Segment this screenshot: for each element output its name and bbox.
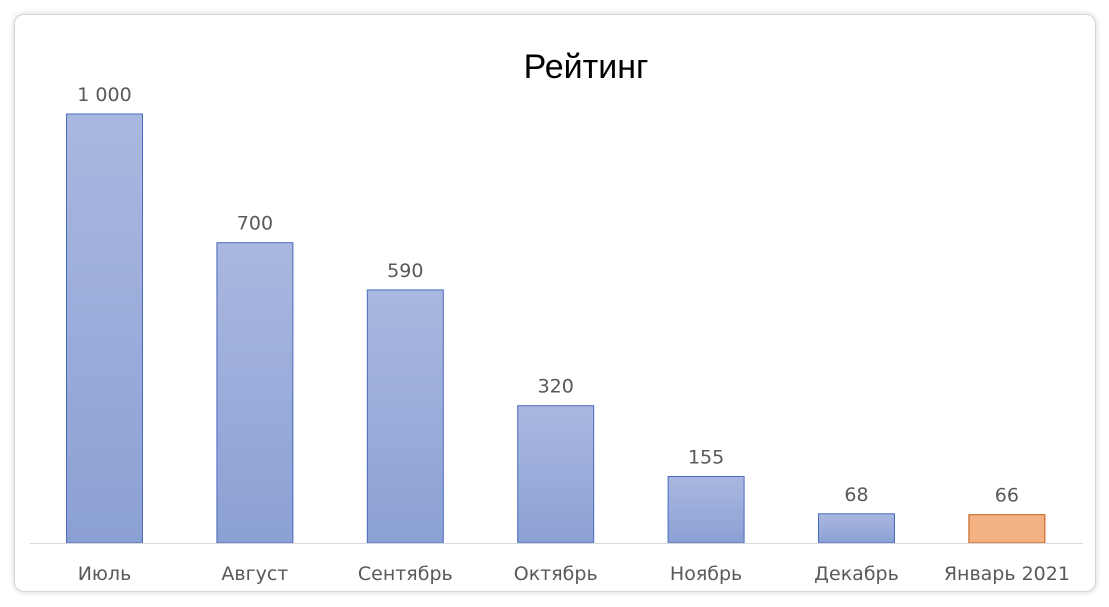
category-label-3: Сентябрь — [358, 563, 453, 585]
value-label-2: 700 — [237, 213, 273, 235]
value-label-7: 66 — [995, 485, 1019, 507]
bar-6 — [818, 513, 895, 544]
value-label-3: 590 — [387, 260, 423, 282]
bar-1 — [66, 113, 143, 544]
value-label-5: 155 — [688, 447, 724, 469]
category-label-2: Август — [221, 563, 288, 585]
bar-7 — [968, 514, 1046, 544]
category-label-4: Октябрь — [514, 563, 598, 585]
chart-title: Рейтинг — [524, 48, 649, 86]
bar-4 — [517, 405, 595, 544]
value-labels-group: 1 000 700 590 320 155 68 66 — [77, 84, 1019, 507]
category-labels-group: Июль Август Сентябрь Октябрь Ноябрь Декабрь Ян… — [78, 563, 1070, 585]
category-label-1: Июль — [78, 563, 132, 585]
category-label-6: Декабрь — [814, 563, 899, 585]
category-label-7: Январь 2021 — [944, 563, 1070, 585]
bar-2 — [216, 242, 294, 544]
bar-5 — [667, 476, 745, 544]
value-label-1: 1 000 — [77, 84, 131, 106]
value-label-6: 68 — [844, 484, 868, 506]
category-label-5: Ноябрь — [670, 563, 742, 585]
value-label-4: 320 — [538, 376, 574, 398]
bars-group — [66, 113, 1046, 544]
bar-3 — [366, 289, 444, 544]
